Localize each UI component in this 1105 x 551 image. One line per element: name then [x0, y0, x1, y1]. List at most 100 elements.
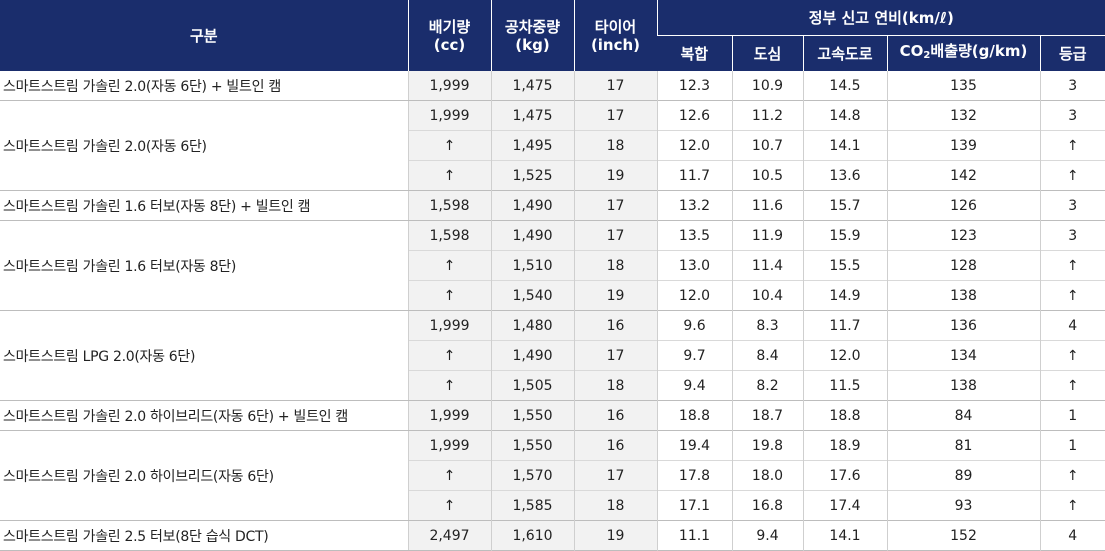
- combined-cell: 18.8: [656, 400, 732, 431]
- spec-table-body: 스마트스트림 가솔린 2.0(자동 6단) + 빌트인 캠 1,999 1,475 1…: [0, 71, 1105, 551]
- header-fuel-economy: 정부 신고 연비(km/ℓ): [656, 0, 1105, 36]
- grade-cell: 3: [1039, 220, 1105, 251]
- displacement-cell: ↑: [407, 340, 491, 371]
- co2-cell: 132: [886, 100, 1040, 131]
- displacement-cell: 1,598: [407, 190, 491, 221]
- displacement-cell: ↑: [407, 460, 491, 491]
- grade-cell: 3: [1039, 190, 1105, 221]
- header-displacement: 배기량 (cc): [407, 0, 491, 71]
- displacement-cell: ↑: [407, 160, 491, 191]
- city-cell: 18.7: [731, 400, 803, 431]
- weight-cell: 1,525: [490, 160, 574, 191]
- model-name-cell: 스마트스트림 가솔린 2.0 하이브리드(자동 6단): [0, 430, 408, 521]
- tire-cell: 18: [573, 490, 657, 521]
- grade-cell: 3: [1039, 71, 1105, 101]
- tire-cell: 17: [573, 220, 657, 251]
- weight-cell: 1,570: [490, 460, 574, 491]
- city-cell: 11.2: [731, 100, 803, 131]
- displacement-cell: ↑: [407, 130, 491, 161]
- grade-cell: 1: [1039, 430, 1105, 461]
- weight-cell: 1,540: [490, 280, 574, 311]
- weight-cell: 1,550: [490, 430, 574, 461]
- weight-cell: 1,610: [490, 520, 574, 551]
- city-cell: 19.8: [731, 430, 803, 461]
- displacement-cell: 1,598: [407, 220, 491, 251]
- header-highway: 고속도로: [802, 35, 887, 71]
- weight-cell: 1,475: [490, 100, 574, 131]
- co2-cell: 123: [886, 220, 1040, 251]
- grade-cell: ↑: [1039, 250, 1105, 281]
- combined-cell: 12.6: [656, 100, 732, 131]
- table-row: ↑ 1,495 18 12.0 10.7 14.1 139 ↑: [0, 130, 1105, 161]
- highway-cell: 12.0: [802, 340, 887, 371]
- table-row: ↑ 1,505 18 9.4 8.2 11.5 138 ↑: [0, 370, 1105, 401]
- co2-cell: 93: [886, 490, 1040, 521]
- co2-cell: 138: [886, 370, 1040, 401]
- highway-cell: 13.6: [802, 160, 887, 191]
- table-row: ↑ 1,525 19 11.7 10.5 13.6 142 ↑: [0, 160, 1105, 191]
- grade-cell: 3: [1039, 100, 1105, 131]
- tire-cell: 16: [573, 310, 657, 341]
- displacement-cell: 1,999: [407, 100, 491, 131]
- co2-subscript: 2: [923, 50, 931, 61]
- city-cell: 11.4: [731, 250, 803, 281]
- model-name-cell: 스마트스트림 가솔린 2.0(자동 6단) + 빌트인 캠: [0, 71, 408, 101]
- table-row: 스마트스트림 LPG 2.0(자동 6단) 1,999 1,480 16 9.6 8.3 1…: [0, 310, 1105, 401]
- weight-cell: 1,490: [490, 190, 574, 221]
- combined-cell: 11.1: [656, 520, 732, 551]
- weight-cell: 1,510: [490, 250, 574, 281]
- highway-cell: 17.4: [802, 490, 887, 521]
- displacement-cell: ↑: [407, 250, 491, 281]
- tire-cell: 18: [573, 370, 657, 401]
- combined-cell: 17.1: [656, 490, 732, 521]
- grade-cell: 4: [1039, 310, 1105, 341]
- model-name-cell: 스마트스트림 LPG 2.0(자동 6단): [0, 310, 408, 401]
- table-row: 스마트스트림 가솔린 2.5 터보(8단 습식 DCT) 2,497 1,610 19…: [0, 520, 1105, 551]
- city-cell: 10.4: [731, 280, 803, 311]
- highway-cell: 14.8: [802, 100, 887, 131]
- co2-cell: 139: [886, 130, 1040, 161]
- highway-cell: 17.6: [802, 460, 887, 491]
- header-combined: 복합: [657, 35, 732, 71]
- highway-cell: 14.5: [802, 71, 887, 101]
- weight-cell: 1,550: [490, 400, 574, 431]
- combined-cell: 13.2: [656, 190, 732, 221]
- model-name-cell: 스마트스트림 가솔린 1.6 터보(자동 8단) + 빌트인 캠: [0, 190, 408, 221]
- co2-cell: 126: [886, 190, 1040, 221]
- table-row: ↑ 1,540 19 12.0 10.4 14.9 138 ↑: [0, 280, 1105, 311]
- displacement-cell: ↑: [407, 280, 491, 311]
- city-cell: 18.0: [731, 460, 803, 491]
- co2-cell: 81: [886, 430, 1040, 461]
- tire-cell: 16: [573, 400, 657, 431]
- co2-cell: 128: [886, 250, 1040, 281]
- table-row: 스마트스트림 가솔린 1.6 터보(자동 8단) 1,598 1,490 17 13.5…: [0, 220, 1105, 311]
- tire-cell: 19: [573, 160, 657, 191]
- combined-cell: 9.4: [656, 370, 732, 401]
- grade-cell: ↑: [1039, 280, 1105, 311]
- city-cell: 8.2: [731, 370, 803, 401]
- model-name-cell: 스마트스트림 가솔린 1.6 터보(자동 8단): [0, 220, 408, 311]
- weight-cell: 1,585: [490, 490, 574, 521]
- combined-cell: 11.7: [656, 160, 732, 191]
- grade-cell: ↑: [1039, 370, 1105, 401]
- header-category: 구분: [0, 0, 408, 71]
- tire-cell: 18: [573, 250, 657, 281]
- table-row: ↑ 1,510 18 13.0 11.4 15.5 128 ↑: [0, 250, 1105, 281]
- table-row: 스마트스트림 가솔린 2.0 하이브리드(자동 6단) + 빌트인 캠 1,999…: [0, 400, 1105, 431]
- tire-cell: 19: [573, 280, 657, 311]
- combined-cell: 9.6: [656, 310, 732, 341]
- header-city: 도심: [731, 35, 803, 71]
- tire-cell: 17: [573, 71, 657, 101]
- tire-cell: 19: [573, 520, 657, 551]
- model-name-cell: 스마트스트림 가솔린 2.5 터보(8단 습식 DCT): [0, 520, 408, 551]
- weight-cell: 1,480: [490, 310, 574, 341]
- weight-cell: 1,490: [490, 220, 574, 251]
- header-grade: 등급: [1039, 35, 1105, 71]
- combined-cell: 19.4: [656, 430, 732, 461]
- grade-cell: ↑: [1039, 160, 1105, 191]
- city-cell: 10.5: [731, 160, 803, 191]
- table-row: 스마트스트림 가솔린 2.0(자동 6단) 1,999 1,475 17 12.6 11.…: [0, 100, 1105, 191]
- tire-cell: 17: [573, 100, 657, 131]
- city-cell: 16.8: [731, 490, 803, 521]
